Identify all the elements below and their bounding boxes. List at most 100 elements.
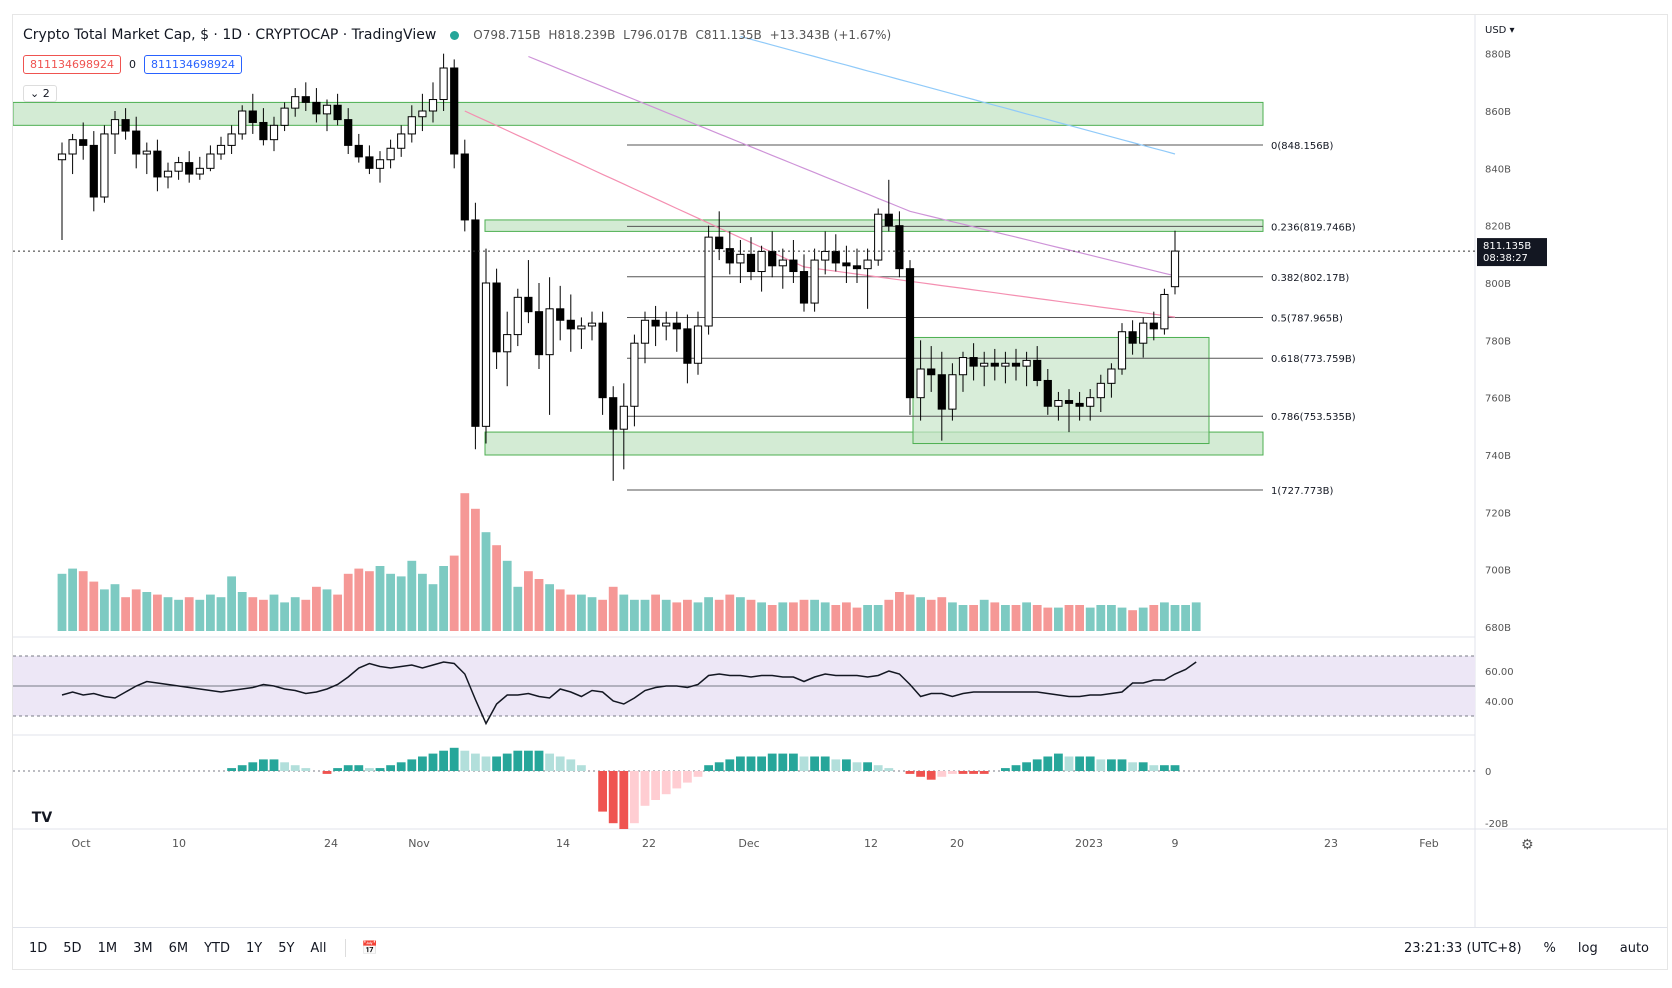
candle-body (365, 156, 374, 169)
macd-histogram-bar (958, 771, 968, 774)
price-axis-label: 880B (1485, 50, 1511, 61)
candle-body (503, 334, 512, 353)
candle-body (948, 374, 957, 410)
volume-bar (481, 532, 491, 631)
volume-bar (778, 602, 788, 631)
volume-bar (577, 594, 586, 631)
volume-bar (269, 594, 279, 631)
candle-body (704, 236, 713, 327)
candle-body (492, 282, 501, 353)
candle-body (715, 236, 724, 250)
volume-bar (396, 576, 406, 631)
tradingview-logo-icon: TV (31, 810, 53, 826)
rsi-axis-label: 40.00 (1485, 697, 1514, 708)
symbol-title[interactable]: Crypto Total Market Cap, $ · 1D · CRYPTO… (23, 27, 437, 43)
candle-body (630, 342, 639, 407)
moving-average-violet (528, 55, 1176, 277)
volume-bar (1181, 605, 1190, 631)
chart-frame: 0(848.156B) 0.236(819.746B) 0.382(802.17B)… (12, 14, 1668, 970)
candle-body (842, 262, 851, 267)
timeframe-ytd[interactable]: YTD (204, 940, 230, 956)
candle-body (895, 225, 904, 270)
volume-bar (863, 605, 872, 631)
volume-bar (1138, 607, 1148, 631)
volume-bar (608, 586, 618, 631)
volume-bar (513, 586, 523, 631)
candle-body (577, 325, 586, 330)
macd-histogram-bar (322, 771, 332, 774)
macd-histogram-bar (418, 756, 427, 771)
low-value: L796.017B (623, 28, 688, 42)
timeframe-3m[interactable]: 3M (133, 940, 153, 956)
volume-bar (290, 597, 300, 631)
sell-button[interactable]: 811134698924 (23, 55, 121, 74)
timeframe-5d[interactable]: 5D (63, 940, 82, 956)
currency-label: USD ▾ (1485, 25, 1515, 36)
macd-histogram-bar (269, 759, 279, 771)
zone-rect (484, 219, 1264, 232)
market-status-icon (450, 30, 460, 40)
auto-toggle[interactable]: auto (1619, 940, 1649, 956)
volume-bar (312, 586, 321, 631)
macd-histogram-bar (1054, 753, 1063, 771)
volume-bar (831, 605, 841, 631)
candle-body (1064, 400, 1074, 404)
timeframe-1d[interactable]: 1D (29, 940, 48, 956)
macd-histogram-bar (333, 768, 342, 771)
timeframe-5y[interactable]: 5Y (278, 940, 295, 956)
candle-body (810, 259, 819, 304)
macd-histogram-bar (714, 762, 724, 771)
candle-body (216, 144, 226, 155)
buy-button[interactable]: 811134698924 (143, 55, 242, 74)
time-axis-label: 12 (864, 837, 878, 850)
volume-bar (492, 545, 501, 631)
fib-level-label: 1(727.773B) (1271, 486, 1333, 497)
rsi-line (61, 661, 1197, 726)
volume-bar (206, 594, 215, 631)
volume-bar (587, 597, 597, 631)
current-price-countdown: 08:38:27 (1483, 253, 1528, 264)
candle-body (757, 250, 766, 273)
macd-histogram-bar (661, 771, 671, 795)
candle-body (990, 362, 999, 367)
calendar-icon[interactable]: 📅 (361, 940, 378, 956)
log-toggle[interactable]: log (1577, 940, 1598, 956)
macd-histogram-bar (757, 756, 766, 771)
macd-histogram-bar (979, 771, 989, 774)
timeframe-bar: 1D 5D 1M 3M 6M YTD 1Y 5Y All 📅 23:21:33 … (13, 927, 1667, 968)
candle-body (110, 119, 120, 135)
volume-bar (365, 571, 374, 631)
volume-bar (407, 560, 417, 631)
timeframe-6m[interactable]: 6M (168, 940, 189, 956)
volume-bar (1128, 610, 1137, 631)
candle-body (174, 162, 183, 172)
volume-bar (1096, 605, 1106, 631)
candle-body (89, 144, 98, 198)
candle-body (259, 121, 268, 141)
clock-time[interactable]: 23:21:33 (UTC+8) (1403, 940, 1522, 956)
zone-rect (13, 101, 1264, 126)
price-axis-label: 740B (1485, 451, 1511, 462)
price-axis-label: 760B (1485, 394, 1511, 405)
price-chart-svg[interactable]: 0(848.156B) 0.236(819.746B) 0.382(802.17B)… (13, 15, 1667, 927)
macd-histogram-bar (1075, 756, 1084, 771)
candle-body (269, 124, 279, 141)
time-axis-label: 2023 (1075, 837, 1103, 850)
percent-toggle[interactable]: % (1543, 940, 1556, 956)
candle-body (471, 219, 480, 427)
candle-body (905, 268, 915, 399)
volume-bar (916, 597, 925, 631)
timeframe-1y[interactable]: 1Y (245, 940, 263, 956)
volume-bar (820, 602, 830, 631)
macd-histogram-bar (916, 771, 925, 777)
volume-bar (68, 568, 77, 631)
candle-body (460, 153, 469, 221)
volume-bar (979, 599, 989, 631)
collapse-indicators-button[interactable]: ⌄ 2 (23, 85, 57, 102)
timeframe-1m[interactable]: 1M (97, 940, 118, 956)
volume-bar (958, 605, 968, 631)
timeframe-all[interactable]: All (310, 940, 327, 956)
candle-body (100, 133, 109, 198)
volume-bar (704, 597, 713, 631)
volume-bar (184, 597, 194, 631)
